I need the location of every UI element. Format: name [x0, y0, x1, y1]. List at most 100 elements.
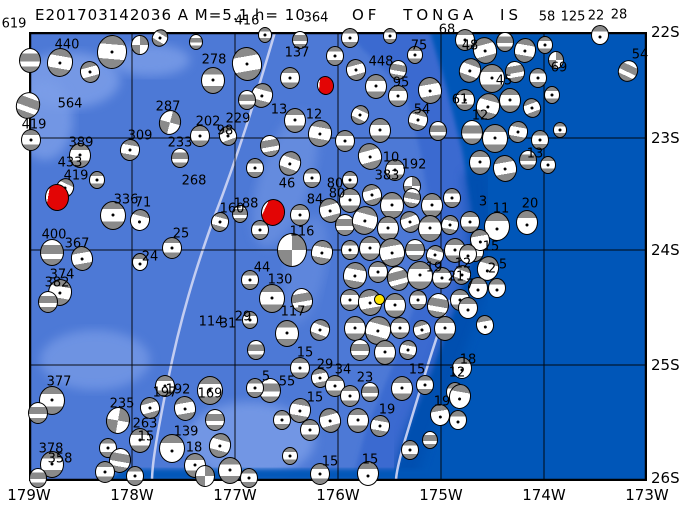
event-number-label: 29	[316, 357, 334, 373]
event-number-label: 2	[487, 261, 497, 277]
event-number-label: 13	[526, 146, 544, 162]
event-number-label: 12	[448, 365, 466, 381]
beachball-focal-mechanism	[89, 171, 105, 189]
event-number-label: 229	[225, 111, 251, 127]
event-number-label: 45	[495, 73, 513, 89]
event-number-label: 75	[410, 38, 428, 54]
event-number-label: 80	[326, 176, 344, 192]
beachball-focal-mechanism	[284, 107, 306, 133]
event-number-label: 18	[185, 440, 203, 456]
event-number-label: 263	[132, 416, 158, 432]
event-number-label: 440	[54, 37, 80, 53]
beachball-focal-mechanism	[474, 313, 496, 337]
event-number-label: 22	[587, 8, 605, 24]
beachball-focal-mechanism	[531, 130, 549, 150]
event-number-label: 389	[68, 135, 94, 151]
beachball-focal-mechanism	[229, 44, 265, 84]
plate-boundary-line-west	[150, 32, 277, 481]
event-number-label: 24	[141, 249, 159, 265]
event-number-label: 98	[216, 123, 234, 139]
event-number-label: 197	[152, 385, 178, 401]
beachball-focal-mechanism	[40, 238, 64, 266]
event-number-label: 139	[173, 424, 199, 440]
beachball-focal-mechanism	[259, 283, 285, 313]
beachball-focal-mechanism	[516, 209, 538, 235]
event-number-label: 18	[459, 352, 477, 368]
beachball-focal-mechanism	[232, 205, 248, 223]
beachball-focal-mechanism	[238, 90, 256, 110]
event-number-label: 114	[198, 314, 224, 330]
red-focal-mechanism	[314, 74, 336, 96]
event-number-label: 564	[57, 96, 83, 112]
event-number-label: 15	[482, 239, 500, 255]
event-number-label: 433	[57, 155, 83, 171]
beachball-focal-mechanism	[159, 433, 185, 463]
beachball-focal-mechanism	[591, 25, 609, 45]
plot-title: E201703142036 A M=5.1 h= 10	[35, 6, 306, 24]
beachball-focal-mechanism	[385, 159, 405, 181]
event-number-label: 11	[492, 201, 510, 217]
beachball-focal-mechanism	[38, 291, 58, 313]
event-number-label: 68	[438, 22, 456, 38]
event-number-label: 5	[261, 369, 271, 385]
beachball-focal-mechanism	[490, 152, 520, 184]
event-number-label: 31	[219, 316, 237, 332]
beachball-focal-mechanism	[359, 235, 381, 261]
event-number-label: 116	[289, 224, 315, 240]
event-number-label: 336	[113, 192, 139, 208]
beachball-focal-mechanism	[69, 142, 91, 168]
beachball-focal-mechanism	[246, 378, 264, 398]
map-frame	[29, 32, 647, 481]
beachball-focal-mechanism	[365, 73, 387, 99]
event-number-label: 54	[631, 47, 649, 63]
beachball-focal-mechanism	[132, 253, 148, 271]
beachball-focal-mechanism	[303, 168, 321, 188]
beachball-focal-mechanism	[131, 35, 149, 55]
event-number-label: 15	[296, 345, 314, 361]
latitude-tick-label: 26S	[651, 469, 680, 487]
event-number-label: 21	[447, 269, 465, 285]
beachball-focal-mechanism	[275, 147, 305, 179]
event-number-label: 29	[234, 309, 252, 325]
beachball-focal-mechanism	[529, 68, 547, 88]
beachball-focal-mechanism	[240, 468, 258, 488]
beachball-focal-mechanism	[415, 74, 445, 106]
beachball-focal-mechanism	[506, 119, 530, 145]
beachball-focal-mechanism	[316, 405, 344, 435]
beachball-focal-mechanism	[496, 32, 514, 52]
beachball-focal-mechanism	[197, 375, 223, 405]
beachball-focal-mechanism	[155, 375, 175, 397]
event-number-label: 125	[560, 9, 586, 25]
event-number-label: 20	[521, 196, 539, 212]
event-number-label: 95	[392, 75, 410, 91]
beachball-focal-mechanism	[189, 34, 203, 50]
beachball-focal-mechanism	[377, 215, 399, 241]
beachball-focal-mechanism	[339, 187, 361, 213]
longitude-tick-label: 173W	[625, 486, 669, 504]
beachball-focal-mechanism	[308, 237, 336, 267]
beachball-focal-mechanism	[369, 117, 391, 143]
beachball-focal-mechanism	[434, 315, 456, 341]
beachball-focal-mechanism	[19, 47, 41, 73]
epicenter-marker	[373, 293, 385, 305]
beachball-focal-mechanism	[350, 339, 370, 361]
beachball-focal-mechanism	[277, 233, 307, 267]
event-number-label: 169	[197, 386, 223, 402]
beachball-focal-mechanism	[418, 214, 442, 242]
event-number-label: 15	[306, 390, 324, 406]
longitude-tick-label: 179W	[7, 486, 51, 504]
beachball-focal-mechanism	[95, 461, 115, 483]
event-number-label: 160	[219, 201, 245, 217]
event-number-label: 377	[46, 374, 72, 390]
beachball-focal-mechanism	[455, 89, 475, 111]
beachball-focal-mechanism	[275, 319, 299, 347]
beachball-focal-mechanism	[390, 317, 410, 339]
plot-title-region: OF TONGA IS	[352, 6, 522, 24]
beachball-focal-mechanism	[520, 95, 544, 121]
beachball-focal-mechanism	[429, 121, 447, 141]
beachball-focal-mechanism	[452, 357, 472, 379]
event-number-label: 130	[267, 272, 293, 288]
beachball-focal-mechanism	[354, 139, 386, 173]
beachball-focal-mechanism	[100, 200, 126, 230]
event-number-label: 137	[284, 45, 310, 61]
